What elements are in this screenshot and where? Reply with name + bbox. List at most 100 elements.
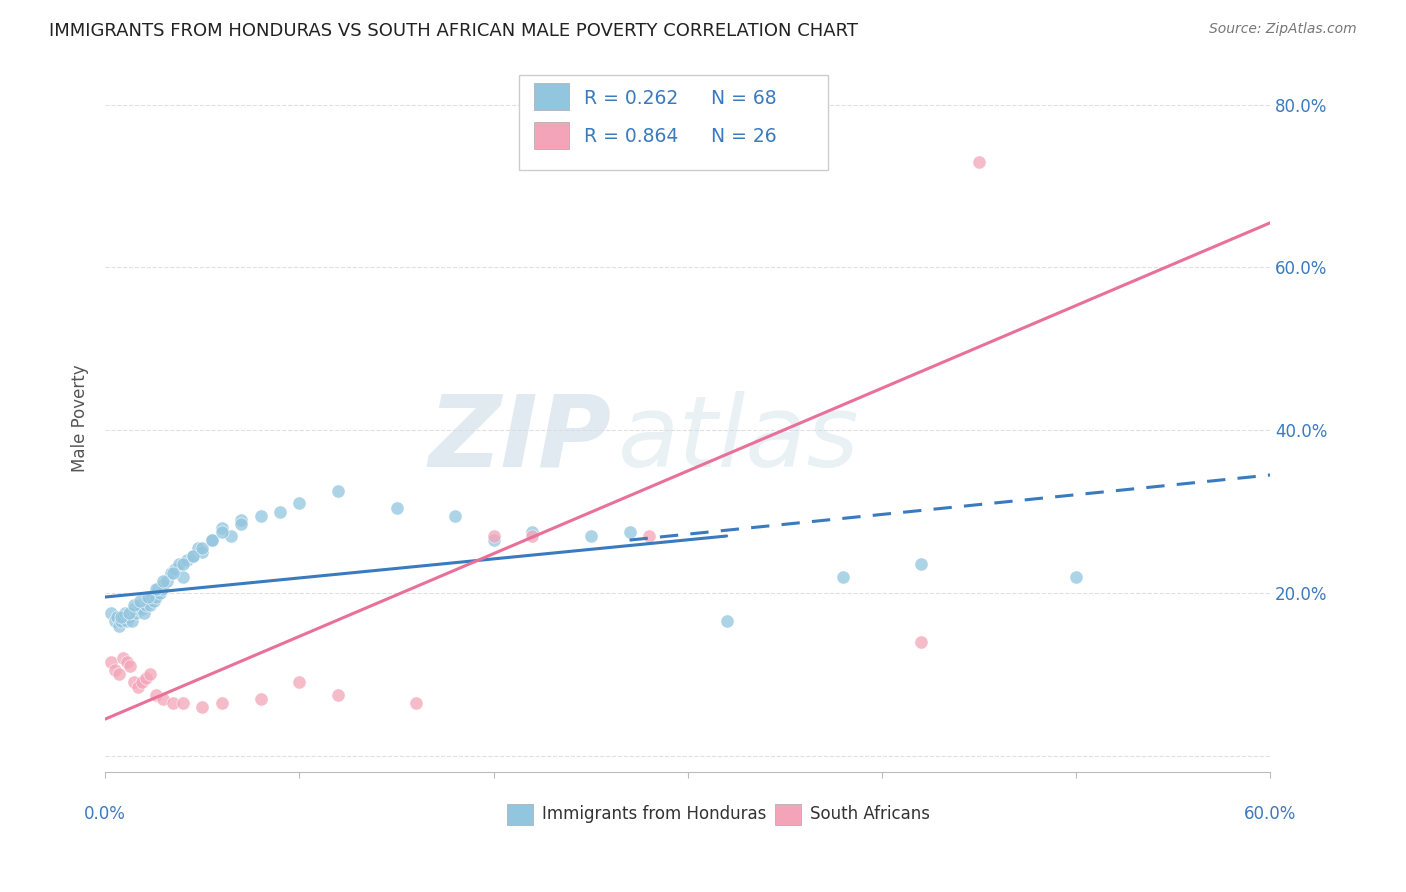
FancyBboxPatch shape [775,804,801,825]
Point [136,594,159,608]
Point [104,615,127,629]
Text: 60.0%: 60.0% [1244,805,1296,822]
Point [115,655,138,669]
Point [482,533,505,547]
FancyBboxPatch shape [519,75,828,170]
Text: R = 0.262: R = 0.262 [583,88,678,108]
Point [110,615,132,629]
Point [249,691,271,706]
Point [105,610,128,624]
Y-axis label: Male Poverty: Male Poverty [72,364,89,472]
Point [328,484,350,499]
Text: Immigrants from Honduras: Immigrants from Honduras [543,805,766,823]
Point [152,578,174,592]
Point [107,618,129,632]
Point [120,659,142,673]
Point [135,598,157,612]
Point [910,558,932,572]
FancyBboxPatch shape [534,122,569,149]
Point [107,667,129,681]
Point [231,513,253,527]
Point [176,553,198,567]
Point [111,651,134,665]
Point [120,607,142,621]
Point [522,524,544,539]
Point [443,508,465,523]
Point [249,508,271,523]
Point [145,688,167,702]
Point [522,529,544,543]
Point [129,594,152,608]
Point [160,566,183,580]
Point [145,582,167,596]
Point [100,655,122,669]
Point [131,675,153,690]
Point [716,615,738,629]
FancyBboxPatch shape [534,83,569,110]
Point [124,598,146,612]
Point [638,529,661,543]
Point [100,607,122,621]
Point [191,541,214,556]
Point [149,586,172,600]
Point [141,590,163,604]
Text: ZIP: ZIP [429,391,612,488]
Point [385,500,408,515]
Point [165,561,187,575]
Point [181,549,204,564]
Point [191,699,214,714]
Point [124,602,146,616]
Point [117,607,139,621]
Point [967,154,990,169]
Point [181,549,204,564]
Point [111,610,134,624]
Point [125,607,148,621]
FancyBboxPatch shape [508,804,533,825]
Point [211,524,233,539]
Point [288,675,311,690]
Point [115,615,138,629]
Point [211,521,233,535]
Text: IMMIGRANTS FROM HONDURAS VS SOUTH AFRICAN MALE POVERTY CORRELATION CHART: IMMIGRANTS FROM HONDURAS VS SOUTH AFRICA… [49,22,858,40]
Text: Source: ZipAtlas.com: Source: ZipAtlas.com [1209,22,1357,37]
Point [328,688,350,702]
Point [114,607,136,621]
Text: N = 26: N = 26 [711,128,776,146]
Point [191,545,214,559]
Point [832,570,855,584]
Point [142,594,165,608]
Point [221,529,243,543]
Point [231,516,253,531]
Point [211,696,233,710]
Point [152,691,174,706]
Point [187,541,209,556]
Point [139,598,162,612]
Point [405,696,427,710]
Point [482,529,505,543]
Point [1064,570,1087,584]
Point [172,696,194,710]
Point [146,582,169,596]
Point [172,558,194,572]
Point [127,602,149,616]
Point [145,590,167,604]
Point [136,590,159,604]
Text: South Africans: South Africans [810,805,931,823]
Point [127,680,149,694]
Point [269,505,291,519]
Text: 0.0%: 0.0% [84,805,127,822]
Point [110,610,132,624]
Point [162,566,184,580]
Point [288,496,311,510]
Point [619,524,641,539]
Point [131,602,153,616]
Point [150,582,173,596]
Point [172,570,194,584]
Text: N = 68: N = 68 [711,88,776,108]
Point [129,598,152,612]
Point [152,574,174,588]
Point [117,610,139,624]
Text: atlas: atlas [617,391,859,488]
Point [167,558,190,572]
Point [132,607,155,621]
